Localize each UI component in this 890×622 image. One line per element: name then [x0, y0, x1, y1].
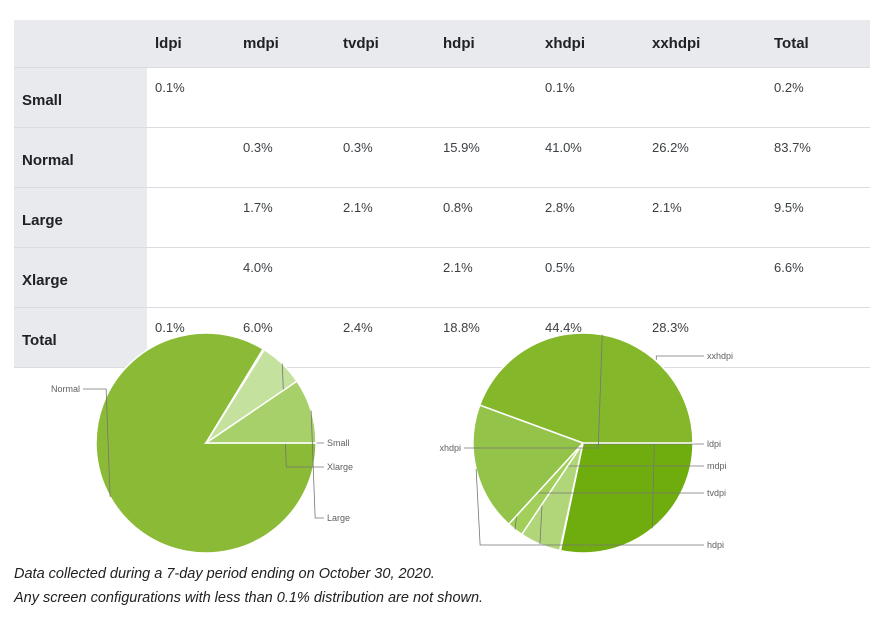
table-cell: 0.5% [537, 247, 644, 308]
header-total: Total [766, 20, 870, 68]
table-cell: 9.5% [766, 187, 870, 248]
table-cell: 2.1% [435, 247, 537, 308]
table-cell: 0.2% [766, 67, 870, 128]
pie-label-xhdpi: xhdpi [439, 443, 461, 453]
table-cell: 0.3% [335, 127, 435, 188]
pie-label-xlarge: Xlarge [327, 462, 353, 472]
header-corner [14, 20, 147, 68]
row-label: Small [14, 67, 147, 128]
table-row: Xlarge 4.0% 2.1% 0.5% 6.6% [14, 247, 870, 308]
table-cell: 0.1% [537, 67, 644, 128]
pie-leader-line [475, 468, 704, 546]
table-cell: 15.9% [435, 127, 537, 188]
table-cell [335, 67, 435, 128]
pie-label-large: Large [327, 513, 350, 523]
header-xhdpi: xhdpi [537, 20, 644, 68]
table-cell: 2.1% [335, 187, 435, 248]
table-cell [766, 307, 870, 368]
table-row: Small 0.1% 0.1% 0.2% [14, 67, 870, 128]
table-cell [147, 247, 235, 308]
header-xxhdpi: xxhdpi [644, 20, 766, 68]
table-cell [644, 67, 766, 128]
row-label: Normal [14, 127, 147, 188]
pie-leader-line [464, 334, 603, 449]
table-row: Large 1.7% 2.1% 0.8% 2.8% 2.1% 9.5% [14, 187, 870, 248]
table-cell: 83.7% [766, 127, 870, 188]
table-header: ldpi mdpi tvdpi hdpi xhdpi xxhdpi Total [14, 20, 870, 68]
pie-slice-large [203, 380, 317, 444]
table-header-row: ldpi mdpi tvdpi hdpi xhdpi xxhdpi Total [14, 20, 870, 68]
pie-leader-line [310, 410, 324, 519]
pie-label-xxhdpi: xxhdpi [707, 351, 733, 361]
table-cell: 0.3% [235, 127, 335, 188]
table-cell [147, 187, 235, 248]
table-cell: 1.7% [235, 187, 335, 248]
table-body: Small 0.1% 0.1% 0.2% Normal 0.3% 0.3% 15… [14, 67, 870, 368]
footnote-date: Data collected during a 7-day period end… [14, 566, 435, 582]
table-cell: 2.1% [644, 187, 766, 248]
pie-label-normal: Normal [51, 384, 80, 394]
header-hdpi: hdpi [435, 20, 537, 68]
pie-label-tvdpi: tvdpi [707, 488, 726, 498]
table-cell: 0.8% [435, 187, 537, 248]
pie-leader-line [651, 355, 704, 529]
table-cell: 0.1% [147, 67, 235, 128]
table-cell: 6.0% [235, 307, 335, 368]
header-ldpi: ldpi [147, 20, 235, 68]
pie-label-small: Small [327, 438, 350, 448]
table-cell: 28.3% [644, 307, 766, 368]
pie-label-ldpi: ldpi [707, 439, 721, 449]
pie-leader-line [83, 388, 111, 497]
table-cell: 26.2% [644, 127, 766, 188]
pie-label-mdpi: mdpi [707, 461, 727, 471]
screen-density-pie-chart: xxhdpi ldpi mdpi tvdpi hdpi xhdpi [439, 332, 733, 554]
screen-size-pie-chart: Normal Small Xlarge Large [51, 332, 353, 554]
table-cell [335, 247, 435, 308]
row-label: Large [14, 187, 147, 248]
header-mdpi: mdpi [235, 20, 335, 68]
table-cell: 4.0% [235, 247, 335, 308]
table-cell: 2.8% [537, 187, 644, 248]
table-cell: 41.0% [537, 127, 644, 188]
distribution-table: ldpi mdpi tvdpi hdpi xhdpi xxhdpi Total … [14, 20, 870, 368]
table-cell [147, 127, 235, 188]
pie-label-hdpi: hdpi [707, 540, 724, 550]
footnote-threshold: Any screen configurations with less than… [14, 590, 484, 606]
table-cell: 6.6% [766, 247, 870, 308]
table-cell [435, 67, 537, 128]
header-tvdpi: tvdpi [335, 20, 435, 68]
table-row: Normal 0.3% 0.3% 15.9% 41.0% 26.2% 83.7% [14, 127, 870, 188]
pie-slice-hdpi [472, 404, 585, 526]
table-cell [235, 67, 335, 128]
row-label: Xlarge [14, 247, 147, 308]
row-label: Total [14, 307, 147, 368]
table-cell: 2.4% [335, 307, 435, 368]
table-cell [644, 247, 766, 308]
